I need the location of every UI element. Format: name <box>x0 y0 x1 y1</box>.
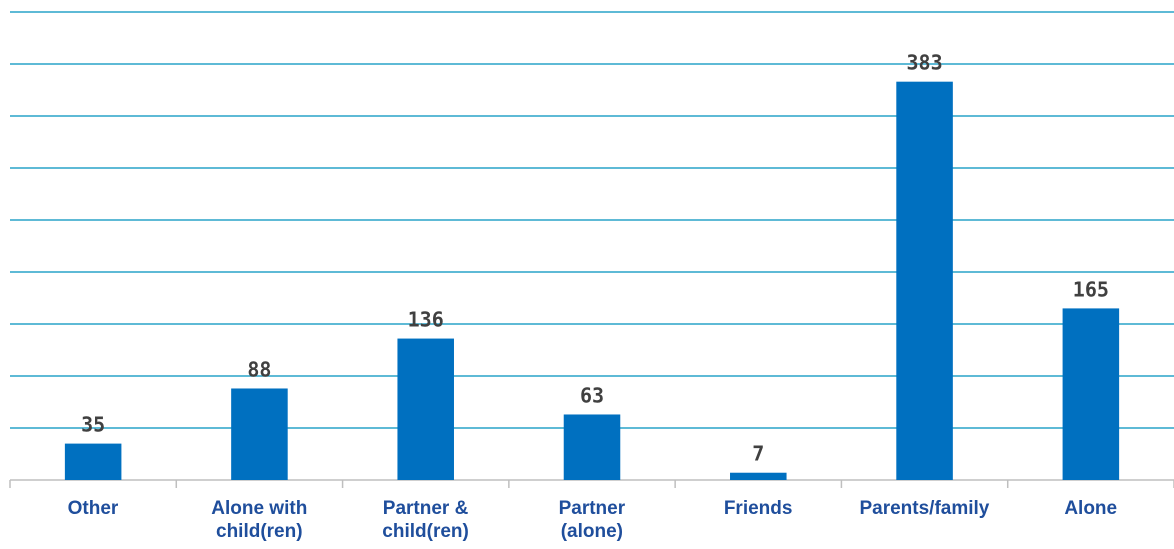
bar <box>231 388 288 480</box>
value-label: 383 <box>907 51 943 75</box>
bar <box>563 414 621 480</box>
bar <box>1062 308 1120 480</box>
bar <box>730 472 787 480</box>
value-label: 136 <box>408 308 444 332</box>
x-tick-label: Partner & child(ren) <box>382 498 469 542</box>
bar <box>896 81 953 481</box>
x-tick-label: Partner (alone) <box>558 498 626 542</box>
value-label: 35 <box>81 413 105 437</box>
bar <box>397 338 454 480</box>
x-tick-label: Alone with child(ren) <box>211 498 308 542</box>
value-label: 63 <box>580 383 604 407</box>
value-label: 7 <box>752 442 764 466</box>
bar <box>64 443 122 480</box>
value-label: 88 <box>247 357 271 381</box>
x-tick-label: Alone <box>1064 498 1118 519</box>
x-tick-label: Other <box>67 498 119 519</box>
value-label: 165 <box>1073 277 1109 301</box>
x-tick-label: Parents/family <box>859 498 990 519</box>
x-tick-label: Friends <box>723 498 793 519</box>
